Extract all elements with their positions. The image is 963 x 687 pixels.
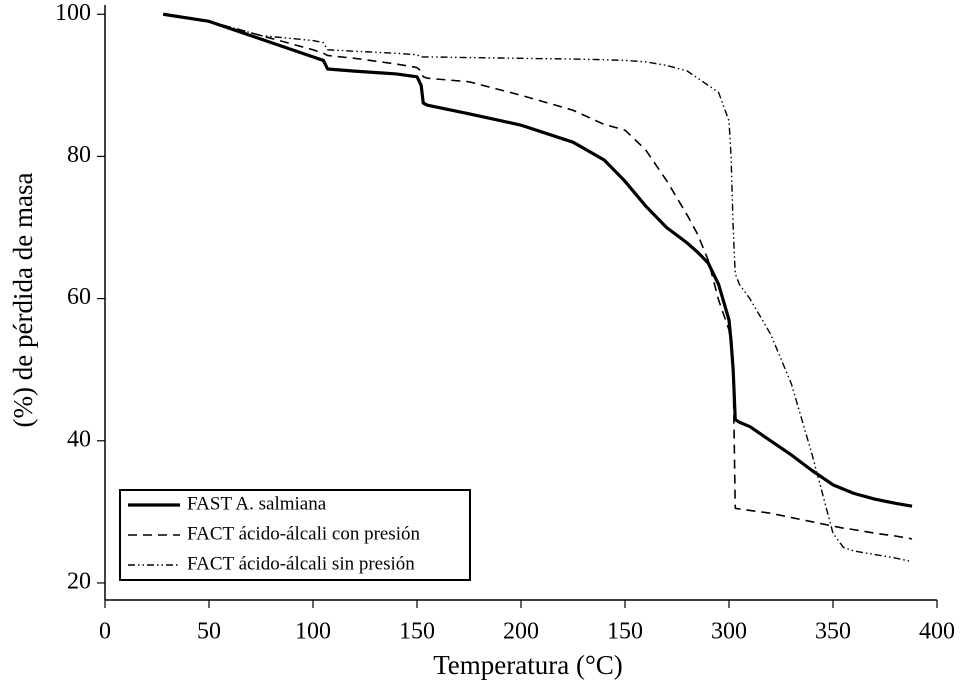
x-tick-label: 200 — [503, 619, 539, 645]
x-tick-label: 150 — [607, 619, 643, 645]
x-tick-label: 0 — [99, 619, 111, 645]
data-line — [162, 12, 913, 508]
legend-label: FAST A. salmiana — [187, 493, 327, 514]
data-line — [163, 13, 913, 563]
y-tick-label: 40 — [67, 426, 91, 452]
y-tick-label: 20 — [67, 568, 91, 594]
y-tick-label: 60 — [67, 284, 91, 310]
x-axis-label: Temperatura (°C) — [433, 650, 623, 680]
x-tick-label: 300 — [711, 619, 747, 645]
x-tick-label: 400 — [919, 619, 955, 645]
y-tick-label: 100 — [55, 0, 91, 26]
x-tick-label: 150 — [399, 619, 435, 645]
data-line — [163, 13, 913, 540]
legend-label: FACT ácido-álcali sin presión — [187, 553, 415, 574]
x-tick-label: 350 — [815, 619, 851, 645]
legend-label: FACT ácido-álcali con presión — [187, 523, 421, 544]
legend: FAST A. salmiana FACT ácido-álcali con pr… — [119, 489, 471, 581]
x-tick-label: 100 — [295, 619, 331, 645]
y-tick-label: 80 — [67, 142, 91, 168]
x-tick-label: 50 — [197, 619, 221, 645]
y-axis-label: (%) de pérdida de masa — [8, 173, 38, 428]
